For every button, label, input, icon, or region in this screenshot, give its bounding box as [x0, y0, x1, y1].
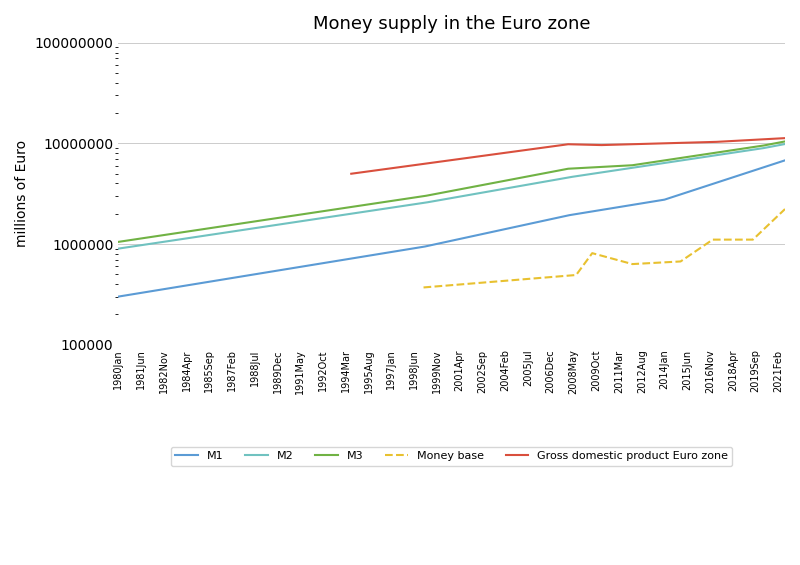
Money base — [456, 281, 466, 288]
M2 — [321, 214, 330, 221]
Money base — [780, 206, 790, 212]
Line: M3: M3 — [118, 141, 785, 242]
M2 — [456, 193, 466, 200]
M3 — [780, 138, 790, 145]
Line: Money base: Money base — [423, 209, 785, 288]
M3 — [629, 162, 638, 168]
M1 — [193, 280, 202, 287]
M2 — [114, 245, 123, 252]
M1 — [114, 293, 123, 300]
M1 — [321, 259, 330, 266]
Title: Money supply in the Euro zone: Money supply in the Euro zone — [313, 15, 590, 33]
M1 — [456, 235, 466, 242]
Money base — [700, 242, 710, 249]
M3 — [193, 227, 202, 233]
M2 — [193, 233, 202, 240]
M3 — [456, 186, 466, 193]
M3 — [321, 207, 330, 214]
Legend: M1, M2, M3, Money base, Gross domestic product Euro zone: M1, M2, M3, Money base, Gross domestic p… — [171, 447, 732, 466]
Money base — [629, 260, 638, 267]
M3 — [235, 220, 245, 227]
Y-axis label: millions of Euro: millions of Euro — [15, 140, 29, 247]
Gross domestic product Euro zone — [780, 134, 790, 141]
Line: Gross domestic product Euro zone: Gross domestic product Euro zone — [351, 138, 785, 173]
M2 — [629, 164, 638, 171]
M2 — [235, 227, 245, 234]
M3 — [700, 151, 710, 158]
M1 — [700, 183, 710, 190]
Line: M1: M1 — [118, 160, 785, 297]
M1 — [235, 273, 245, 280]
Gross domestic product Euro zone — [700, 139, 710, 146]
M1 — [780, 157, 790, 164]
Gross domestic product Euro zone — [456, 155, 466, 162]
Line: M2: M2 — [118, 144, 785, 249]
M2 — [780, 141, 790, 147]
M3 — [114, 238, 123, 245]
M2 — [700, 154, 710, 160]
Gross domestic product Euro zone — [629, 141, 638, 147]
M1 — [629, 201, 638, 208]
